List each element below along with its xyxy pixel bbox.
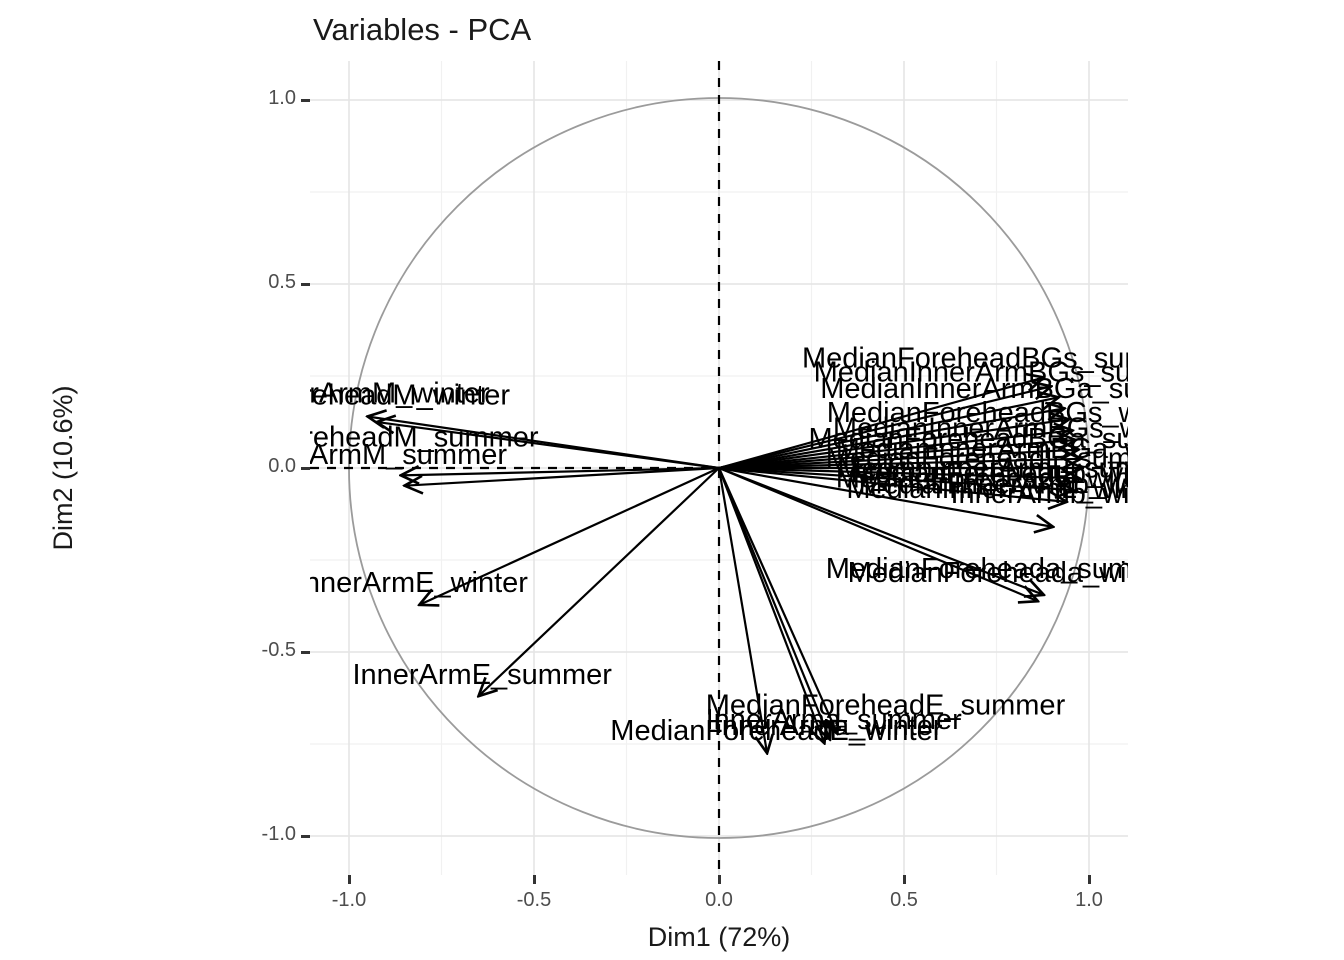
variable-label: MedianInnerArmBGa_summer [820, 373, 1128, 405]
pca-correlation-circle-plot: InnerArmM_winterMedianForeheadM_winter Me… [310, 61, 1128, 875]
x-axis-tick-mark [347, 875, 351, 884]
variable-label: MedianInnerArmBGs_summer [814, 357, 1128, 389]
variable-arrow [718, 386, 1051, 470]
variable-label: MedianInnerArmL_winter [846, 473, 1128, 505]
variable-label: MedianInnerArmL_summer [837, 452, 1128, 484]
variable-label: MedianForeheadL_summer [826, 443, 1128, 475]
variable-label: MedianForeheadBGa_summer [809, 423, 1128, 455]
variable-arrow [718, 466, 1079, 478]
variable-label: InnerArma_summer [706, 704, 963, 736]
variable-arrow [718, 408, 1065, 470]
y-axis-tick-label: -1.0 [261, 823, 296, 845]
variable-label: InnerArmb_winter [951, 478, 1128, 510]
y-axis-tick-label: 1.0 [268, 87, 296, 109]
x-axis-tick-label: -0.5 [516, 889, 552, 911]
variable-label: MedianInnerArmBGs_winter [833, 413, 1128, 445]
variable-label: MedianForeheada_winter [848, 557, 1128, 589]
variable-label: MedianInnerArmb_winter [859, 468, 1128, 500]
x-axis-tick-label: 0.5 [890, 889, 918, 911]
variable-label: MedianForeheadBGs_summer [802, 343, 1128, 375]
x-axis-title: Dim1 (72%) [647, 922, 791, 952]
variable-arrow [718, 466, 1073, 490]
variable-arrow [401, 468, 720, 475]
variable-label: MedianInnerArmBGa_winter [836, 433, 1128, 465]
x-axis-tick-mark [717, 875, 721, 884]
x-axis-tick-mark [1087, 875, 1091, 884]
variable-label: MedianForeheadM_winter [310, 379, 510, 411]
variable-label: InnerArmM_summer [310, 439, 507, 471]
variable-arrow [718, 459, 1081, 468]
variable-label: MedianForeheada_summer [826, 553, 1128, 585]
y-axis-tick-label: -0.5 [261, 639, 296, 661]
variable-label: InnerArmM_winter [310, 378, 490, 410]
y-axis-tick-label: 0.5 [268, 271, 296, 293]
variable-label: InnerArmE_summer [352, 659, 612, 691]
variable-arrow [717, 467, 767, 753]
x-axis-tick-label: 1.0 [1075, 889, 1103, 911]
x-axis-tick-label: 0.0 [705, 889, 733, 911]
variable-label: MedianForeheadE_winter [610, 715, 942, 747]
y-axis-tick-mark [301, 650, 310, 654]
x-axis-tick-mark [532, 875, 536, 884]
y-axis-title: Dim2 (10.6%) [48, 385, 78, 551]
y-axis-tick-mark [301, 98, 310, 102]
variable-label: InnerArma_winter [714, 710, 943, 742]
y-axis-tick-mark [301, 282, 310, 286]
y-axis-tick-label: 0.0 [268, 455, 296, 477]
variable-arrow [718, 419, 1069, 470]
variable-arrow [718, 466, 1053, 527]
variable-arrow [718, 397, 1059, 470]
x-axis-tick-label: -1.0 [331, 889, 367, 911]
plot-title: Variables - PCA [313, 12, 532, 47]
variable-arrow [718, 440, 1076, 470]
variable-label: MedianForeheadM_summer [310, 422, 539, 454]
variable-arrow [419, 466, 720, 605]
variable-label: MedianForeheadL_winter [836, 463, 1128, 495]
variable-arrow [718, 466, 1044, 595]
plot-panel: InnerArmM_winterMedianForeheadM_winter Me… [310, 61, 1128, 875]
y-axis-tick-mark [301, 466, 310, 470]
variable-arrow [718, 377, 1044, 470]
variable-arrow [377, 422, 720, 470]
variable-arrow [718, 466, 1038, 601]
variable-label: MedianForeheadBGs_winter [827, 397, 1128, 429]
variable-label: MedianForeheadE_summer [706, 689, 1066, 721]
variable-arrow [718, 430, 1073, 470]
x-axis-tick-mark [902, 875, 906, 884]
variable-arrow [717, 467, 837, 734]
variable-arrow [718, 450, 1079, 470]
variable-arrow [405, 466, 720, 486]
variable-label: InnerArmE_winter [310, 567, 528, 599]
variable-arrow [718, 466, 1067, 502]
variable-arrow [717, 467, 830, 740]
variable-arrow [479, 467, 720, 696]
variable-label: MedianForeheadb_winter [851, 457, 1128, 489]
y-axis-tick-mark [301, 834, 310, 838]
